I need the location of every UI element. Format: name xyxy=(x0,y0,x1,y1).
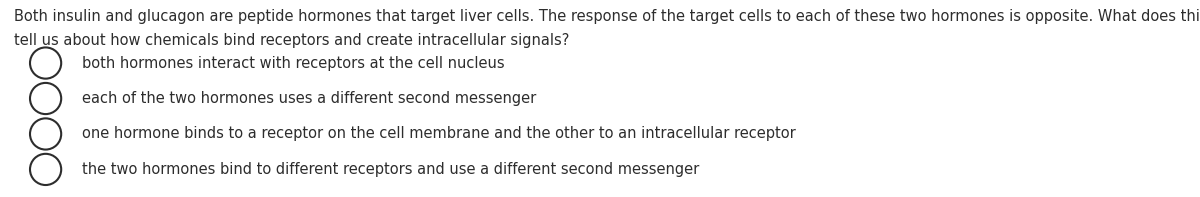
Text: both hormones interact with receptors at the cell nucleus: both hormones interact with receptors at… xyxy=(82,56,504,71)
Text: tell us about how chemicals bind receptors and create intracellular signals?: tell us about how chemicals bind recepto… xyxy=(14,33,570,47)
Text: each of the two hormones uses a different second messenger: each of the two hormones uses a differen… xyxy=(82,91,536,106)
Text: the two hormones bind to different receptors and use a different second messenge: the two hormones bind to different recep… xyxy=(82,162,698,177)
Text: one hormone binds to a receptor on the cell membrane and the other to an intrace: one hormone binds to a receptor on the c… xyxy=(82,126,796,141)
Text: Both insulin and glucagon are peptide hormones that target liver cells. The resp: Both insulin and glucagon are peptide ho… xyxy=(14,9,1200,24)
